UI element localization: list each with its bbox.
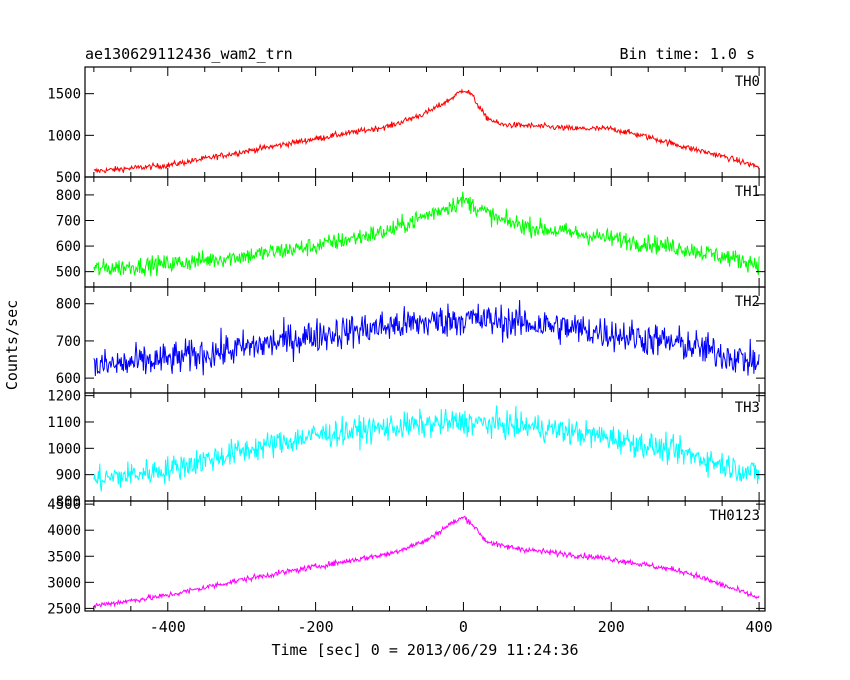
y-tick-label: 600	[56, 371, 81, 387]
panel-frame	[84, 286, 766, 394]
y-tick-label: 4500	[47, 497, 81, 513]
y-tick-label: 800	[56, 494, 81, 510]
y-tick-label: 800	[56, 188, 81, 204]
panel-label: TH3	[735, 400, 760, 416]
y-tick-label: 700	[56, 334, 81, 350]
x-axis-label: Time [sec] 0 = 2013/06/29 11:24:36	[271, 641, 578, 659]
panel-th2: 600 700 800 TH2	[56, 286, 766, 394]
y-tick-label: 500	[56, 170, 81, 186]
bin-time-label: Bin time: 1.0 s	[619, 45, 755, 63]
y-tick-label: 800	[56, 297, 81, 313]
y-tick-label: 1000	[47, 128, 81, 144]
panels-group: 500 1000 1500 TH0 500 600 700 800 TH1 600 700 800 TH…	[47, 66, 773, 636]
y-tick-label: 3000	[47, 575, 81, 591]
y-tick-label: 1100	[47, 415, 81, 431]
y-tick-label: 900	[56, 468, 81, 484]
y-tick-label: 3500	[47, 549, 81, 565]
x-tick-label: 0	[459, 618, 468, 636]
panel-frame	[84, 500, 766, 612]
panel-frame	[84, 176, 766, 288]
x-tick-label: 200	[598, 618, 625, 636]
panel-label: TH1	[735, 184, 760, 200]
panel-th1: 500 600 700 800 TH1	[56, 176, 766, 288]
series-line-th2	[93, 299, 760, 376]
panel-th0: 500 1000 1500 TH0	[47, 66, 766, 186]
x-tick-label: -200	[298, 618, 334, 636]
series-line-th1	[93, 191, 760, 277]
panel-label: TH0123	[709, 508, 760, 524]
series-line-th3	[93, 405, 760, 492]
y-tick-label: 600	[56, 239, 81, 255]
y-tick-label: 700	[56, 213, 81, 229]
y-tick-label: 2500	[47, 601, 81, 617]
x-tick-label: -400	[150, 618, 186, 636]
panel-label: TH0	[735, 74, 760, 90]
y-tick-label: 1200	[47, 389, 81, 405]
y-tick-label: 1000	[47, 441, 81, 457]
panel-label: TH2	[735, 294, 760, 310]
series-line-th0	[93, 88, 760, 174]
panel-frame	[84, 66, 766, 178]
x-tick-label: 400	[746, 618, 773, 636]
chart-title: ae130629112436_wam2_trn	[85, 45, 293, 63]
y-tick-label: 500	[56, 265, 81, 281]
y-tick-label: 1500	[47, 87, 81, 103]
series-line-th0123	[93, 515, 760, 609]
panel-th3: 800 900 1000 1100 1200 TH3	[47, 389, 766, 510]
panel-th0123: 2500 3000 3500 4000 4500 TH0123	[47, 497, 766, 617]
y-tick-label: 4000	[47, 523, 81, 539]
y-axis-label: Counts/sec	[3, 300, 21, 390]
